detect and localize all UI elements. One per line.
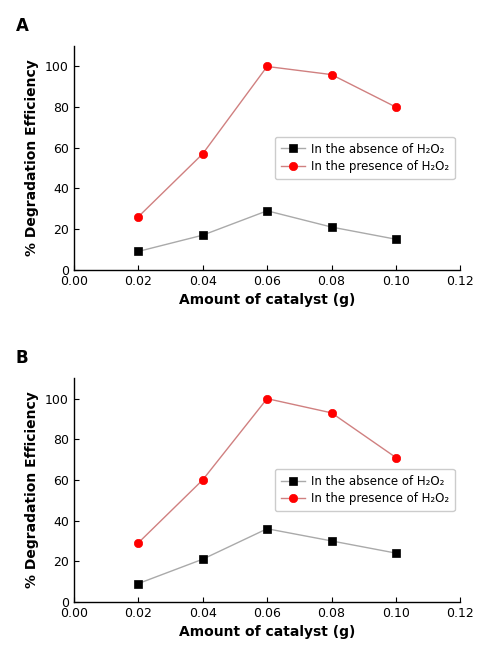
Line: In the presence of H₂O₂: In the presence of H₂O₂ [134, 62, 400, 221]
In the presence of H₂O₂ [135, 539, 141, 547]
In the presence of H₂O₂ [135, 213, 141, 221]
Text: B: B [16, 349, 28, 367]
In the presence of H₂O₂ [264, 62, 270, 70]
Legend: In the absence of H₂O₂, In the presence of H₂O₂: In the absence of H₂O₂, In the presence … [275, 469, 455, 512]
In the presence of H₂O₂ [393, 454, 399, 462]
In the absence of H₂O₂ [264, 207, 270, 215]
Y-axis label: % Degradation Efficiency: % Degradation Efficiency [26, 60, 39, 256]
In the presence of H₂O₂ [200, 476, 206, 484]
Text: A: A [16, 17, 28, 35]
In the absence of H₂O₂ [393, 549, 399, 557]
Line: In the absence of H₂O₂: In the absence of H₂O₂ [134, 525, 400, 588]
In the presence of H₂O₂ [328, 71, 334, 79]
Y-axis label: % Degradation Efficiency: % Degradation Efficiency [26, 392, 39, 588]
In the absence of H₂O₂ [135, 580, 141, 588]
Line: In the presence of H₂O₂: In the presence of H₂O₂ [134, 394, 400, 547]
In the absence of H₂O₂ [264, 525, 270, 533]
In the presence of H₂O₂ [328, 409, 334, 417]
In the presence of H₂O₂ [200, 150, 206, 158]
In the absence of H₂O₂ [200, 232, 206, 239]
X-axis label: Amount of catalyst (g): Amount of catalyst (g) [179, 625, 355, 640]
X-axis label: Amount of catalyst (g): Amount of catalyst (g) [179, 293, 355, 307]
In the presence of H₂O₂ [393, 103, 399, 111]
Line: In the absence of H₂O₂: In the absence of H₂O₂ [134, 207, 400, 256]
Legend: In the absence of H₂O₂, In the presence of H₂O₂: In the absence of H₂O₂, In the presence … [275, 136, 455, 179]
In the absence of H₂O₂ [328, 223, 334, 231]
In the absence of H₂O₂ [135, 247, 141, 255]
In the absence of H₂O₂ [328, 537, 334, 545]
In the absence of H₂O₂ [393, 236, 399, 243]
In the absence of H₂O₂ [200, 555, 206, 563]
In the presence of H₂O₂ [264, 395, 270, 403]
